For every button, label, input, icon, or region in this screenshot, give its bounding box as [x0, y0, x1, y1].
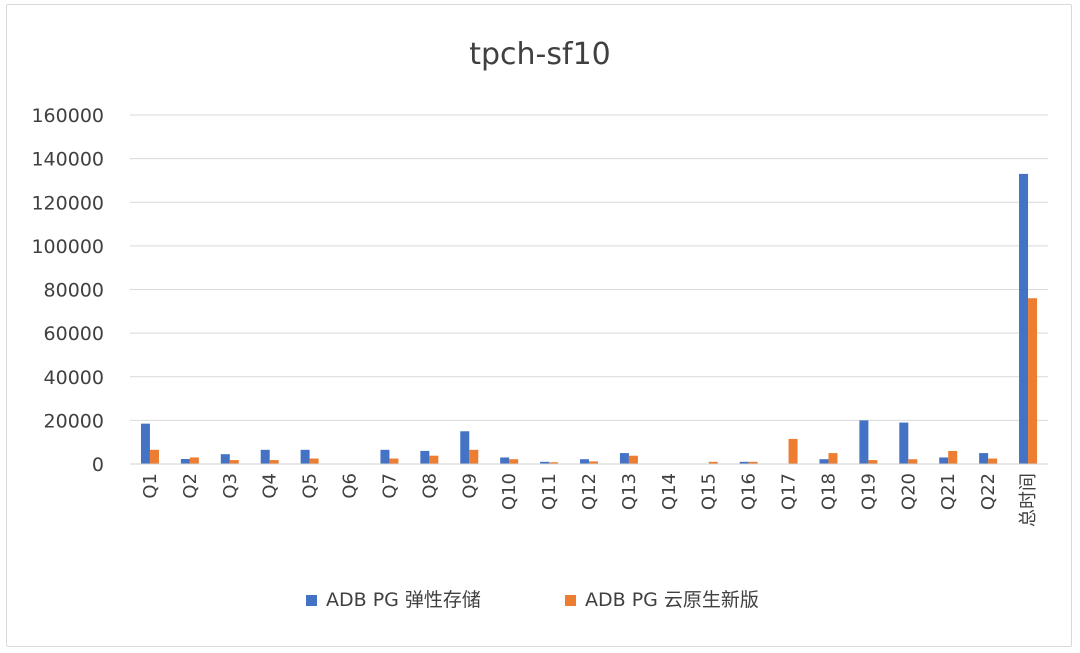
y-tick-label: 100000 [31, 236, 104, 258]
x-tick-label: Q4 [260, 473, 281, 499]
x-tick-label: Q2 [180, 473, 201, 499]
bar-series-2 [988, 458, 998, 464]
bar-series-1 [819, 459, 829, 464]
bar-series-2 [269, 460, 279, 464]
bar-series-2 [908, 459, 918, 464]
legend-swatch [565, 595, 576, 606]
bar-series-1 [859, 420, 869, 464]
bar-series-2 [828, 453, 838, 464]
bar-series-2 [469, 449, 479, 464]
y-tick-label: 20000 [44, 410, 104, 432]
x-tick-label: Q22 [978, 473, 999, 510]
legend: ADB PG 弹性存储 ADB PG 云原生新版 [306, 589, 759, 611]
x-tick-label: Q20 [898, 473, 919, 510]
y-tick-label: 160000 [31, 105, 104, 127]
x-tick-label: Q18 [818, 473, 839, 510]
x-tick-label: Q10 [499, 473, 520, 510]
bar-series-1 [580, 459, 589, 464]
gridlines [130, 114, 1048, 421]
bar-series-1 [300, 449, 310, 464]
bar-series-2 [948, 450, 958, 464]
y-tick-label: 80000 [44, 280, 104, 302]
y-tick-label: 0 [92, 454, 104, 476]
bar-series-1 [739, 461, 749, 464]
bar-series-2 [429, 455, 439, 464]
bar-series-1 [979, 453, 989, 464]
x-tick-label: Q11 [539, 473, 560, 510]
bar-series-1 [420, 450, 430, 464]
x-tick-label: Q19 [858, 473, 879, 510]
x-tick-label: Q17 [779, 473, 800, 510]
y-tick-label: 60000 [44, 323, 104, 345]
x-tick-label: Q21 [938, 473, 959, 510]
x-tick-label: Q12 [579, 473, 600, 510]
bar-series-1 [540, 461, 550, 464]
bar-series-2 [149, 449, 159, 464]
bar-series-1 [220, 454, 230, 464]
bar-series-1 [140, 423, 150, 464]
x-tick-label: 总时间 [1018, 473, 1039, 527]
bar-series-2 [389, 458, 399, 464]
bar-series-1 [260, 449, 270, 464]
x-tick-label: Q3 [220, 473, 241, 499]
bar-series-2 [868, 460, 878, 464]
bar-series-1 [380, 449, 390, 464]
bar-series-2 [229, 460, 239, 464]
bar-series-1 [460, 431, 470, 464]
x-tick-label: Q15 [699, 473, 720, 510]
bar-series-1 [1019, 173, 1029, 465]
x-axis-ticks: Q1 Q2 Q3 Q4 Q5 Q6 Q7 Q8 Q9 Q10 Q11 Q12 Q13 Q14 Q15 Q16 Q… [140, 473, 1039, 527]
y-tick-label: 40000 [44, 367, 104, 389]
y-tick-label: 140000 [31, 149, 104, 171]
x-tick-label: Q14 [659, 473, 680, 510]
bar-series-1 [180, 458, 190, 464]
bar-series-2 [589, 461, 598, 464]
x-tick-label: Q8 [419, 473, 440, 499]
legend-label: ADB PG 弹性存储 [326, 589, 481, 611]
bar-series-1 [899, 422, 909, 464]
bar-series-2 [628, 455, 638, 464]
x-tick-label: Q16 [739, 473, 760, 510]
chart-frame [6, 4, 1072, 647]
y-axis-ticks: 0 20000 40000 60000 80000 100000 120000 140000 1… [31, 105, 104, 476]
x-tick-label: Q5 [300, 473, 321, 499]
x-tick-label: Q9 [459, 473, 480, 499]
x-tick-label: Q1 [140, 473, 161, 499]
legend-swatch [306, 595, 317, 606]
bar-series-1 [939, 457, 949, 464]
bar-series-2 [708, 461, 718, 464]
bar-series-2 [788, 438, 798, 464]
bar-series-2 [309, 458, 319, 464]
bars [140, 173, 1038, 465]
x-tick-label: Q13 [619, 473, 640, 510]
y-tick-label: 120000 [31, 192, 104, 214]
x-tick-label: Q7 [379, 473, 400, 499]
bar-series-1 [619, 453, 629, 464]
bar-series-2 [1028, 298, 1038, 464]
x-tick-label: Q6 [340, 473, 361, 499]
legend-label: ADB PG 云原生新版 [585, 589, 759, 611]
bar-series-2 [189, 457, 199, 464]
bar-series-1 [500, 457, 510, 464]
bar-series-2 [748, 461, 758, 464]
bar-series-2 [549, 462, 559, 464]
bar-series-2 [509, 459, 519, 464]
chart-title: tpch-sf10 [469, 37, 611, 72]
